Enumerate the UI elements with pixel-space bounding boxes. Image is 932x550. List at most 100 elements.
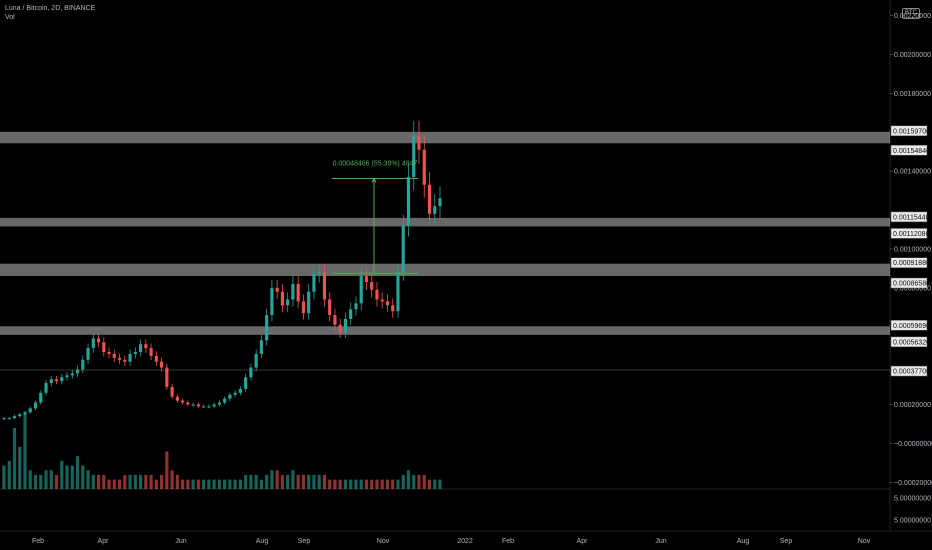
price-axis[interactable]: 0.00220000 0.00200000 0.00180000 0.00140000… [890,13,932,525]
volume-bar [286,474,290,489]
volume-bar [427,479,432,489]
candle-body [196,404,200,407]
volume-bar [54,474,59,489]
volume-bar [81,465,85,489]
volume-tick-label: 5.00000000 [894,518,931,525]
volume-bar [333,479,337,489]
volume-bar [160,474,164,489]
candle-body [181,400,185,403]
volume-bar [212,479,216,489]
zone-upper-label: 0.00115440 [893,214,930,221]
volume-bar [322,474,327,489]
volume-bar [181,479,185,489]
price-tick-label: 0.00020000 [894,402,931,409]
candle-body [33,402,38,409]
candle-body [65,375,69,378]
volume-bar [191,479,195,489]
candle-body [364,276,369,282]
candle-body [133,351,137,354]
volume-bar [175,474,179,489]
candle-body [149,348,153,356]
symbol-title[interactable]: Luna / Bitcoin, 2D, BINANCE [5,5,96,12]
volume-bar [338,479,342,489]
candle-body [412,136,416,177]
volume-bar [139,474,143,489]
zone-upper-label-box [890,257,928,268]
candle-body [343,318,348,333]
candle-body [370,281,374,290]
candle-body [375,289,379,300]
candle-body [28,408,32,413]
volume-bar [312,474,316,489]
volume-bar [44,470,48,489]
volume-bar [249,474,253,489]
candle-body [433,206,437,214]
volume-bar [165,451,169,489]
candle-body [107,351,111,354]
zone-lower-label-box [890,228,928,239]
candle-body [217,402,221,405]
candle-body [275,287,279,292]
volume-bar [433,479,437,489]
volume-bar [23,414,27,489]
time-tick-label: Sep [780,538,793,545]
volume-bar [107,479,111,489]
time-tick-label: Aug [737,538,750,545]
candle-body [354,303,358,310]
candle-body [265,315,269,341]
candle-body [154,355,158,362]
zone-lower-label: 0.00056320 [893,339,930,346]
candle-body [18,414,22,417]
zone-upper-label: 0.00059690 [893,323,930,330]
volume-bar [128,474,132,489]
candle-body [207,406,211,408]
volume-bar [238,479,242,489]
price-tick-label: −0.00020000 [894,480,932,487]
candle-body [44,383,48,393]
candle-body [259,340,263,354]
volume-bar [33,474,38,489]
measure-label: 0.00048466 (55.39%) 4847 [333,161,418,168]
candle-body [322,272,327,300]
volume-bar [244,474,248,489]
zones-layer [0,0,932,532]
volume-bar [91,474,95,489]
time-tick-label: Jun [175,538,186,545]
price-tick-label: 0.00080000 [894,285,931,292]
candle-body [380,299,384,302]
time-tick-label: Apr [98,538,110,545]
volume-bar [380,479,384,489]
candle-body [49,379,53,384]
candle-body [12,416,17,419]
volume-bar [75,456,80,489]
zone-band [0,263,890,277]
volume-bar [343,479,348,489]
candle-body [317,272,321,275]
volume-bar [28,470,32,489]
candle-body [212,404,216,407]
time-axis[interactable]: Feb Apr Jun Aug Sep Nov 2022 Feb Apr Jun Aug Sep Nov [32,538,871,545]
candle-body [391,305,395,312]
zone-band [0,326,890,335]
candle-body [102,342,106,352]
volume-bar [254,474,258,489]
volume-bar [123,474,127,489]
measure-tool[interactable]: 0.00048466 (55.39%) 4847 [332,161,418,274]
volume-label[interactable]: Vol [5,14,15,21]
candle-body [91,338,95,349]
candle-body [160,361,164,368]
volume-bar [86,470,90,489]
zone-lower-label-box [890,277,928,289]
currency-badge[interactable]: BTC [902,8,920,19]
volume-bar [202,479,206,489]
candle-body [23,412,27,415]
candle-body [359,276,363,304]
candle-body [349,309,353,319]
volume-bar [117,479,122,489]
chart-legend: Luna / Bitcoin, 2D, BINANCE Vol [5,4,95,22]
candle-body [112,353,116,358]
volume-bar [170,470,174,489]
zone-lower-label-box [890,145,928,156]
volume-bar [39,474,43,489]
